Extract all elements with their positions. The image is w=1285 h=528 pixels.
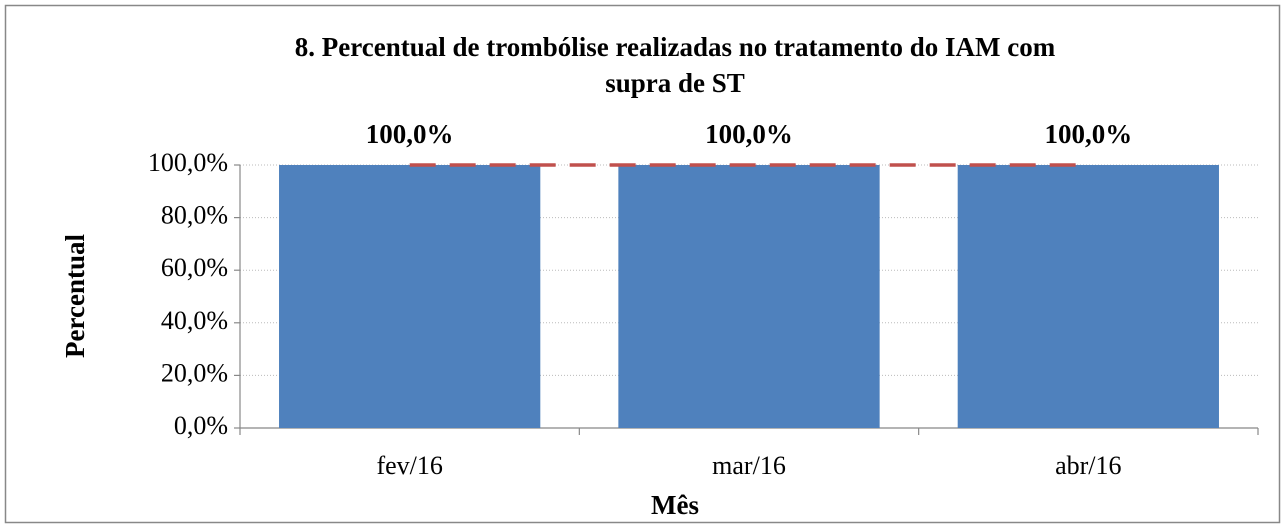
y-tick-label: 80,0% (161, 201, 228, 230)
x-tick-label: mar/16 (712, 451, 786, 480)
y-tick-label: 40,0% (161, 306, 228, 335)
y-tick-label: 0,0% (174, 411, 228, 440)
data-label: 100,0% (1044, 119, 1132, 149)
bar (279, 165, 541, 428)
y-axis-title: Percentual (60, 234, 90, 358)
data-label: 100,0% (705, 119, 793, 149)
chart-title: supra de ST (605, 68, 745, 98)
y-tick-label: 20,0% (161, 358, 228, 387)
data-label: 100,0% (366, 119, 454, 149)
x-tick-label: abr/16 (1055, 451, 1121, 480)
bar (618, 165, 880, 428)
chart-title: 8. Percentual de trombólise realizadas n… (295, 32, 1056, 62)
y-tick-label: 100,0% (148, 148, 228, 177)
bar (957, 165, 1219, 428)
x-axis-title: Mês (651, 490, 699, 520)
y-tick-label: 60,0% (161, 253, 228, 282)
x-tick-label: fev/16 (376, 451, 442, 480)
